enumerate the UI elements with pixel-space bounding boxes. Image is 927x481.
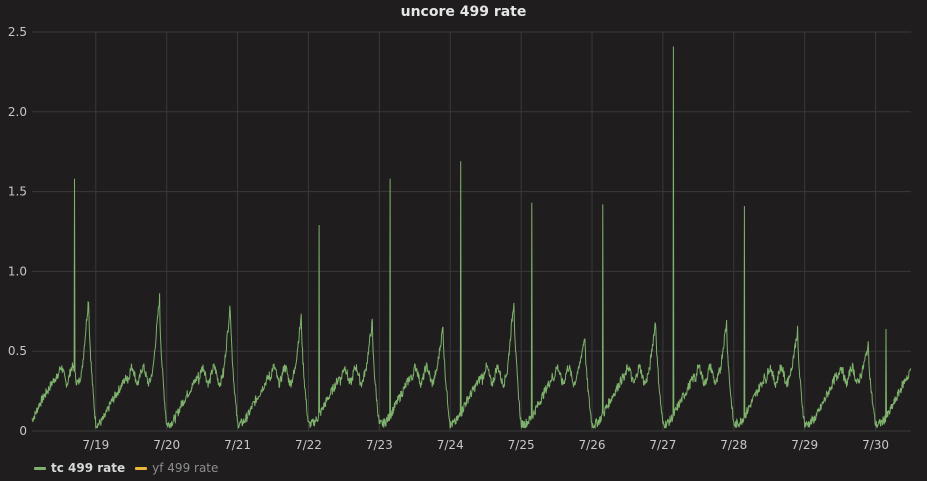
x-tick-label: 7/25	[508, 438, 535, 452]
x-gridlines	[95, 32, 877, 431]
x-tick-label: 7/27	[649, 438, 676, 452]
x-axis-ticks: 7/19 7/20 7/21 7/22 7/23 7/24 7/25 7/26 7/27 7/28…	[82, 438, 889, 452]
x-tick-label: 7/28	[720, 438, 747, 452]
series-line-tc-499-rate	[31, 46, 912, 430]
x-tick-label: 7/30	[862, 438, 889, 452]
y-gridlines	[32, 31, 911, 432]
legend-label-yf: yf 499 rate	[152, 461, 219, 475]
x-tick-label: 7/19	[82, 438, 109, 452]
y-tick-label: 1.0	[8, 264, 27, 278]
y-tick-label: 2.0	[8, 105, 27, 119]
series-layer	[31, 46, 912, 430]
x-tick-label: 7/24	[437, 438, 464, 452]
legend-item-tc[interactable]: tc 499 rate	[34, 461, 125, 475]
x-tick-label: 7/20	[153, 438, 180, 452]
legend: tc 499 rate yf 499 rate	[34, 461, 218, 475]
x-tick-label: 7/26	[579, 438, 606, 452]
y-tick-label: 0.5	[8, 344, 27, 358]
x-tick-label: 7/23	[366, 438, 393, 452]
y-tick-label: 0	[19, 424, 27, 438]
x-tick-label: 7/21	[224, 438, 251, 452]
panel-title[interactable]: uncore 499 rate	[400, 4, 527, 20]
legend-item-yf[interactable]: yf 499 rate	[135, 461, 218, 475]
y-axis-ticks: 0 0.5 1.0 1.5 2.0 2.5	[8, 25, 27, 438]
legend-swatch-yf	[135, 466, 148, 470]
legend-swatch-tc	[34, 466, 46, 470]
y-tick-label: 1.5	[8, 185, 27, 199]
legend-label-tc: tc 499 rate	[51, 461, 126, 475]
x-tick-label: 7/29	[791, 438, 818, 452]
x-tick-label: 7/22	[295, 438, 322, 452]
y-tick-label: 2.5	[8, 25, 27, 39]
